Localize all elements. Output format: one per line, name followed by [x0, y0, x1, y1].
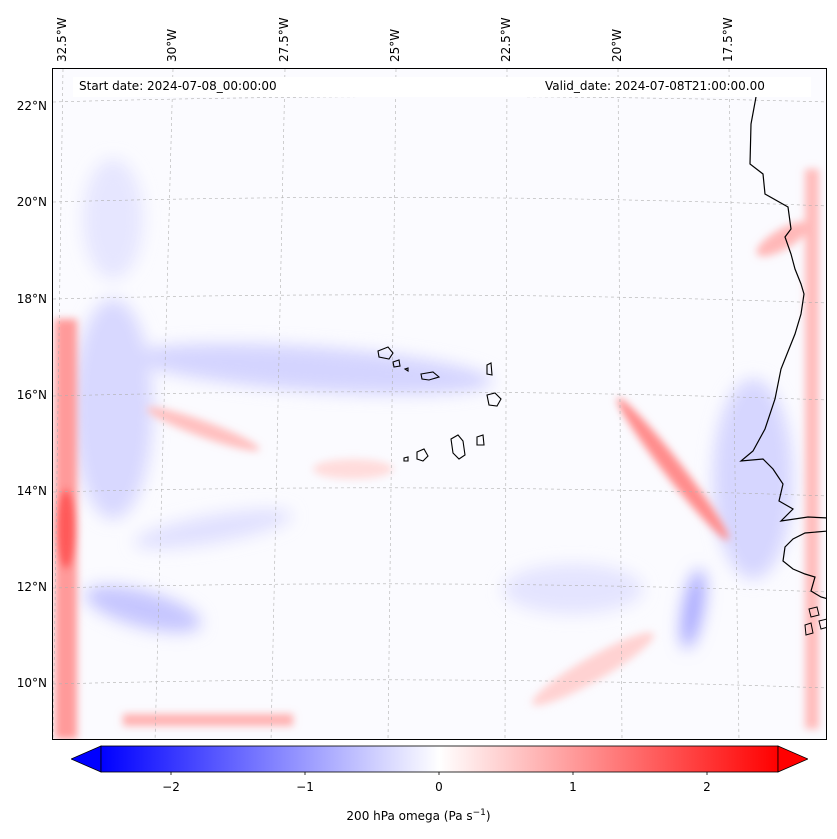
descent-region-east [713, 379, 793, 579]
ascent-core-west [56, 489, 76, 569]
island-santa-luzia [403, 367, 409, 373]
ascent-patch-central [313, 459, 393, 479]
gridline-20w [617, 69, 623, 739]
island-maio [476, 434, 485, 446]
descent-patch-south [503, 564, 643, 614]
descent-patch-northwest [83, 159, 143, 279]
gridline-16n [53, 391, 826, 401]
gridline-10n [53, 679, 826, 689]
gridline-22n [53, 96, 826, 103]
island-sao-vicente [392, 359, 401, 368]
ascent-streak-west-central [146, 407, 260, 451]
graticule [53, 69, 826, 739]
descent-streak-southwest [84, 585, 202, 633]
colorbar-extend-max [777, 745, 808, 773]
lat-label-10n: 10°N [16, 676, 47, 690]
omega-field-map [53, 69, 826, 739]
gridline-22.5w [504, 69, 508, 739]
descent-region-west [73, 299, 153, 519]
gridline-18n [53, 294, 826, 304]
lon-label-20w: 20°W [610, 28, 624, 62]
colorbar-label-close: ) [485, 809, 491, 823]
lon-label-22.5w: 22.5°W [499, 17, 513, 62]
descent-streak-central [134, 509, 292, 549]
lon-label-25w: 25°W [388, 28, 402, 62]
lon-label-32.5w: 32.5°W [55, 17, 69, 62]
gridline-25w [387, 69, 397, 739]
field-background [53, 69, 826, 739]
colorbar-tick-2: 2 [703, 780, 711, 794]
island-sal [486, 362, 493, 376]
colorbar-label-exponent: −1 [472, 808, 486, 818]
cape-verde-islands [377, 346, 502, 462]
colorbar-tick-neg1: −1 [296, 780, 314, 794]
lon-label-27.5w: 27.5°W [277, 17, 291, 62]
colorbar-label: 200 hPa omega (Pa s−1) [0, 808, 837, 823]
map-panel[interactable]: Start date: 2024-07-08_00:00:00 Valid_da… [52, 68, 827, 740]
lat-label-12n: 12°N [16, 580, 47, 594]
guinea-bissau-coastline [782, 530, 826, 600]
valid-date-label: Valid_date: 2024-07-08T21:00:00.00 [545, 79, 765, 93]
negative-omega-regions [73, 159, 793, 649]
lat-label-14n: 14°N [16, 484, 47, 498]
gridline-30w [154, 69, 174, 739]
date-header-background [73, 77, 811, 97]
ascent-patch-southeast [532, 632, 654, 706]
colorbar-gradient [100, 745, 779, 773]
descent-core-southeast [680, 569, 706, 649]
colorbar-tick-1: 1 [569, 780, 577, 794]
gridline-32.5w [53, 69, 64, 739]
colorbar-extend-min [71, 745, 102, 773]
ascent-boundary-south [123, 714, 293, 726]
colorbar [71, 745, 808, 775]
ascent-patch-northeast [756, 221, 810, 257]
colorbar-tick-neg2: −2 [162, 780, 180, 794]
west-africa-coastline [739, 96, 826, 522]
start-date-label: Start date: 2024-07-08_00:00:00 [79, 79, 277, 93]
island-santo-antao [377, 346, 394, 360]
lat-label-18n: 18°N [16, 292, 47, 306]
colorbar-tick-0: 0 [435, 780, 443, 794]
positive-omega-regions [55, 169, 819, 739]
gridline-17.5w [728, 69, 740, 739]
lon-label-30w: 30°W [165, 28, 179, 62]
lat-label-20n: 20°N [16, 195, 47, 209]
island-sao-nicolau [420, 371, 441, 381]
descent-band-cape-verde [133, 343, 493, 395]
gridline-12n [53, 583, 826, 593]
ascent-boundary-east [805, 169, 819, 729]
lat-label-22n: 22°N [16, 99, 47, 113]
island-brava [403, 456, 409, 462]
gridline-27.5w [270, 69, 286, 739]
colorbar-label-text: 200 hPa omega (Pa s [346, 809, 473, 823]
ascent-streak-east [617, 397, 729, 541]
gridline-20n [53, 197, 826, 207]
island-boa-vista [486, 392, 502, 407]
colorbar-tick-marks [170, 772, 708, 775]
island-santiago [450, 434, 466, 460]
gridline-14n [53, 487, 826, 497]
island-fogo [416, 448, 429, 462]
lat-label-16n: 16°N [16, 388, 47, 402]
bijagos-islands [804, 606, 826, 636]
lon-label-17.5w: 17.5°W [721, 17, 735, 62]
